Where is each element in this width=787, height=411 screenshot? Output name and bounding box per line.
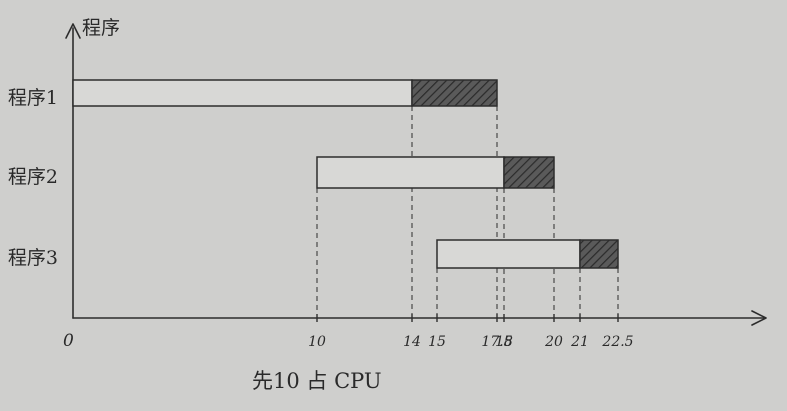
x-tick-label-3: 15	[428, 334, 446, 350]
x-tick-label-8: 22.5	[601, 334, 633, 350]
y-axis	[65, 23, 81, 319]
category-label-2: 程序2	[8, 166, 58, 188]
x-tick-label-5: 18	[495, 334, 513, 350]
category-label-3: 程序3	[8, 247, 58, 269]
gantt-row-3	[436, 239, 619, 269]
category-label-1: 程序1	[8, 87, 58, 109]
wait-bar-1	[72, 79, 413, 107]
x-tick-label-2: 14	[403, 334, 421, 350]
x-tick-label-7: 21	[570, 334, 589, 350]
wait-bar-2	[316, 156, 505, 189]
x-tick-label-4: 17.5	[481, 334, 512, 350]
run-bar-2	[503, 156, 555, 189]
x-tick-labels: 10 14 15 17.518 20 21 22.5	[308, 314, 634, 350]
y-axis-label: 程序	[82, 17, 120, 39]
gantt-row-2	[316, 156, 555, 189]
gantt-row-1	[72, 79, 498, 107]
run-bar-1	[411, 79, 498, 107]
x-tick-label-1: 10	[308, 334, 326, 350]
bars	[72, 79, 619, 269]
caption: 先10 占 CPU	[252, 369, 382, 393]
run-bar-3	[579, 239, 619, 269]
dashed-guides	[316, 106, 619, 318]
wait-bar-3	[436, 239, 581, 269]
x-axis	[72, 310, 767, 326]
x-origin-label: 0	[63, 331, 74, 351]
category-labels: 程序1 程序2 程序3	[8, 87, 58, 269]
x-tick-label-6: 20	[544, 334, 563, 350]
